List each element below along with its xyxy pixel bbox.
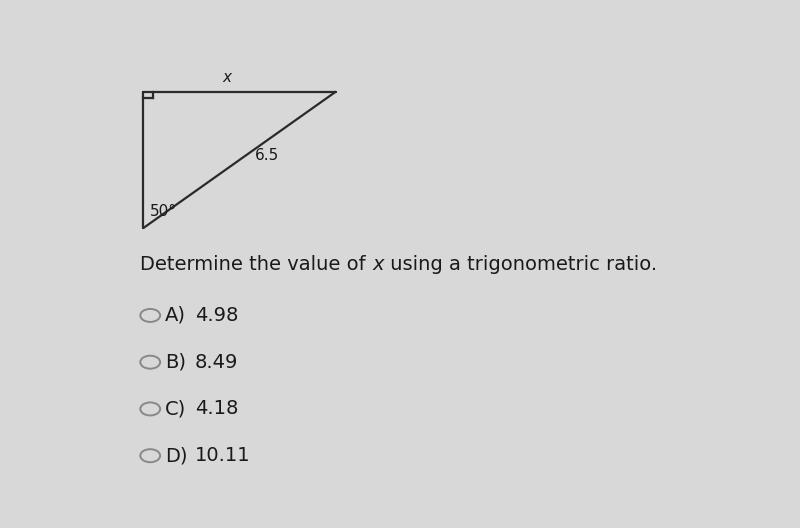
Text: x: x <box>222 70 232 84</box>
Text: 4.98: 4.98 <box>195 306 238 325</box>
Text: C): C) <box>165 400 186 418</box>
Text: x: x <box>372 255 384 274</box>
Text: Determine the value of: Determine the value of <box>140 255 372 274</box>
Text: D): D) <box>165 446 188 465</box>
Text: using a trigonometric ratio.: using a trigonometric ratio. <box>384 255 657 274</box>
Text: A): A) <box>165 306 186 325</box>
Text: 50°: 50° <box>150 204 177 219</box>
Text: 8.49: 8.49 <box>195 353 238 372</box>
Text: B): B) <box>165 353 186 372</box>
Text: 10.11: 10.11 <box>195 446 250 465</box>
Text: 4.18: 4.18 <box>195 400 238 418</box>
Text: 6.5: 6.5 <box>255 148 279 163</box>
